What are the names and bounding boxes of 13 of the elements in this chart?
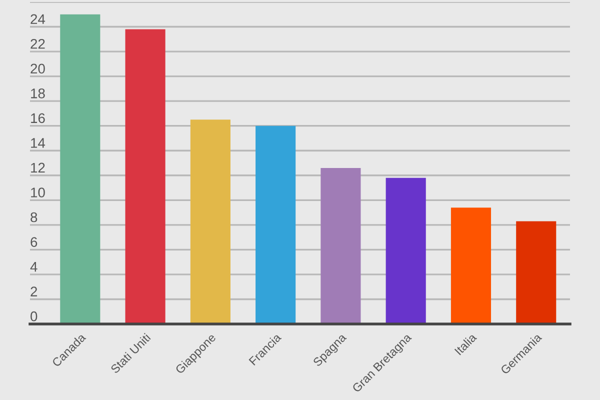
y-tick-label: 10 bbox=[31, 188, 45, 198]
y-tick-label: 2 bbox=[30, 286, 38, 296]
y-tick-label: 18 bbox=[31, 88, 45, 98]
y-tick-label: 0 bbox=[30, 311, 38, 322]
y-tick-label: 6 bbox=[30, 237, 38, 247]
y-tick-label: 16 bbox=[31, 113, 45, 124]
y-tick-label: 4 bbox=[30, 262, 38, 272]
y-tick-label: 8 bbox=[30, 212, 38, 222]
y-tick-label: 14 bbox=[31, 138, 46, 148]
y-tick-label: 12 bbox=[31, 162, 45, 173]
y-tick-label: 24 bbox=[30, 14, 46, 24]
y-tick-label: 22 bbox=[30, 38, 45, 49]
y-tick-label: 20 bbox=[30, 64, 45, 74]
